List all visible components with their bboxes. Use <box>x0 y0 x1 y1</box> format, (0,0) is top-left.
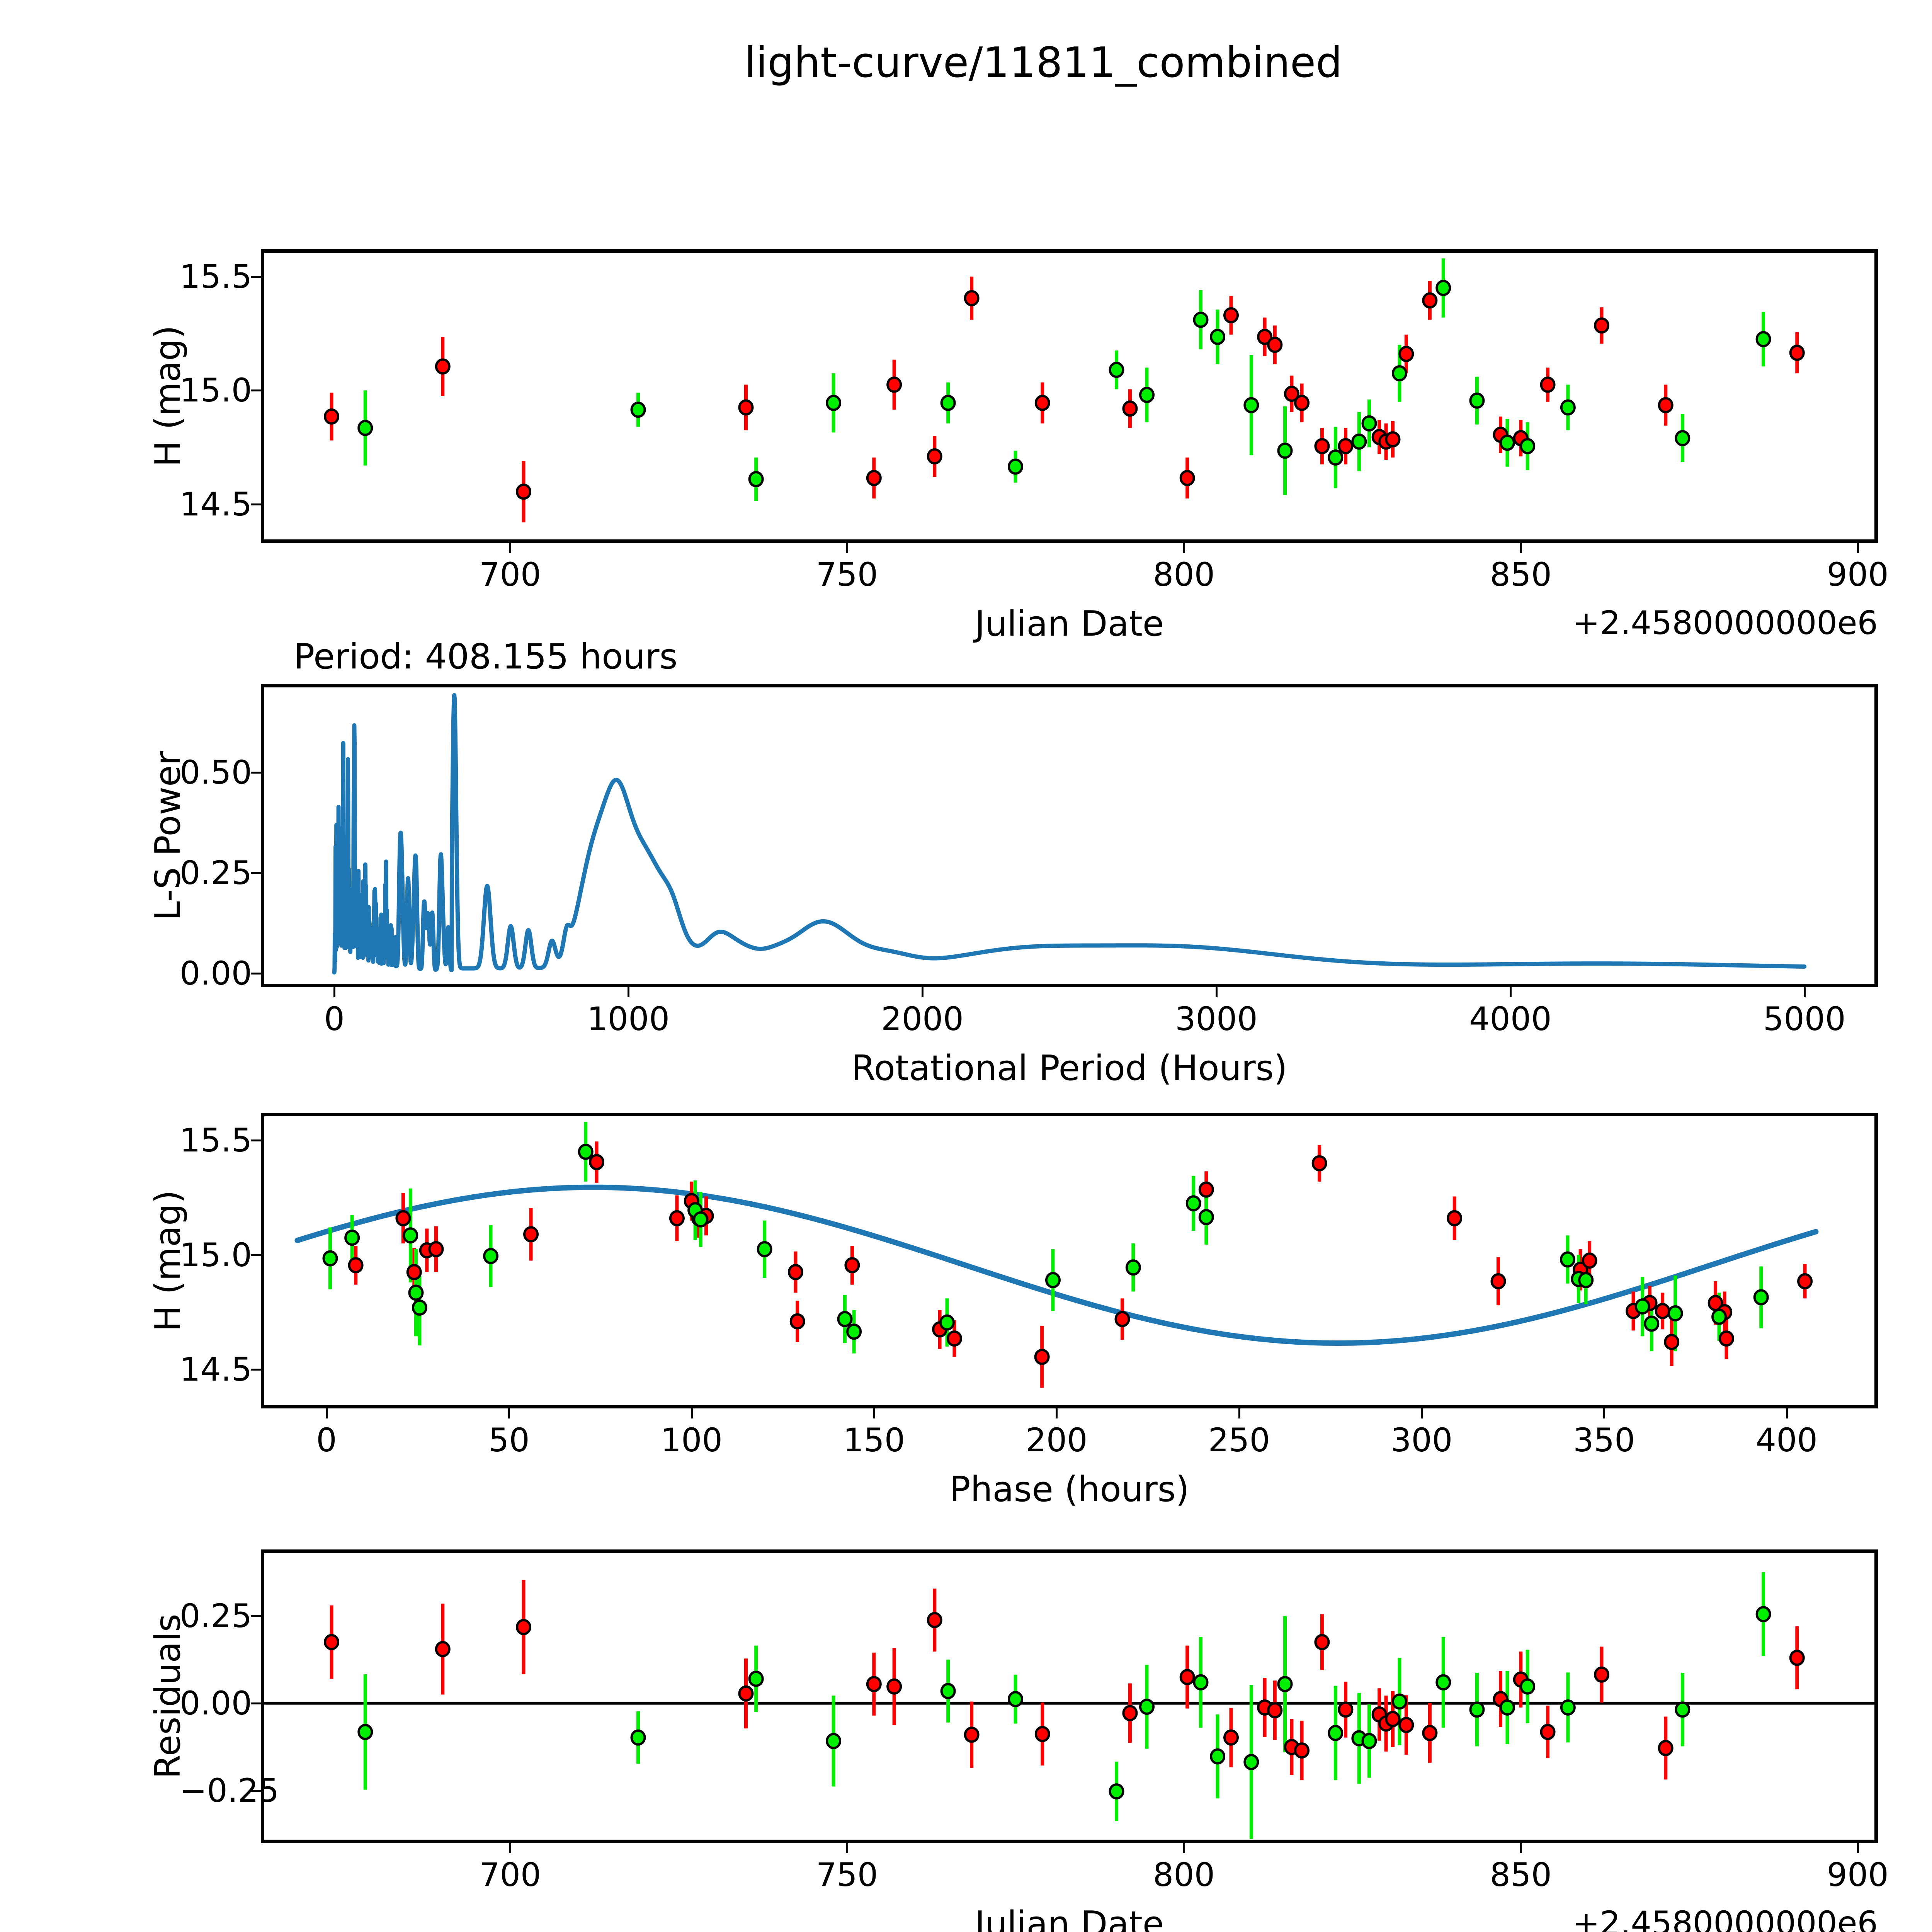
x-tick-label: 2000 <box>881 1000 964 1038</box>
x-tick-label: 800 <box>1153 1856 1215 1894</box>
x-tick-mark <box>509 1843 512 1853</box>
x-axis-offset-text: +2.4580000000e6 <box>1572 604 1878 642</box>
y-tick-mark <box>251 1139 261 1142</box>
x-tick-mark <box>1803 987 1806 997</box>
x-axis-offset-text: +2.4580000000e6 <box>1572 1904 1878 1932</box>
y-tick-label: 0.00 <box>180 954 252 992</box>
x-tick-label: 400 <box>1755 1421 1818 1459</box>
axes-frame-residuals <box>261 1549 1878 1843</box>
x-tick-label: 4000 <box>1469 1000 1552 1038</box>
plot-area-residuals <box>261 1572 1878 1839</box>
figure-title: light-curve/11811_combined <box>744 39 1342 87</box>
x-tick-mark <box>1857 543 1859 553</box>
x-axis-label: Phase (hours) <box>949 1469 1189 1510</box>
x-tick-mark <box>1509 987 1512 997</box>
y-tick-mark <box>251 503 261 505</box>
y-tick-label: 15.5 <box>180 1121 252 1160</box>
x-tick-label: 900 <box>1827 556 1889 594</box>
x-tick-mark <box>508 1408 510 1418</box>
y-axis-label: L-S Power <box>148 751 188 920</box>
y-axis-label: Residuals <box>148 1614 188 1779</box>
x-tick-mark <box>873 1408 876 1418</box>
x-tick-label: 800 <box>1153 556 1215 594</box>
x-tick-label: 350 <box>1573 1421 1635 1459</box>
x-tick-mark <box>1056 1408 1058 1418</box>
y-tick-mark <box>251 1790 261 1792</box>
x-tick-mark <box>628 987 630 997</box>
y-tick-label: 15.5 <box>180 257 252 296</box>
y-tick-label: 0.00 <box>180 1684 252 1723</box>
panel-periodogram <box>261 684 1878 987</box>
x-tick-label: 5000 <box>1763 1000 1846 1038</box>
x-tick-label: 700 <box>479 1856 541 1894</box>
x-tick-label: 750 <box>816 1856 878 1894</box>
x-tick-label: 700 <box>479 556 541 594</box>
y-tick-label: 15.0 <box>180 1236 252 1274</box>
x-tick-mark <box>1520 1843 1522 1853</box>
y-tick-label: 15.0 <box>180 371 252 410</box>
y-tick-label: 0.25 <box>180 1597 252 1635</box>
x-tick-mark <box>1520 543 1522 553</box>
x-tick-mark <box>1603 1408 1605 1418</box>
y-tick-mark <box>251 276 261 278</box>
x-axis-label: Rotational Period (Hours) <box>851 1048 1287 1088</box>
y-tick-label: 0.25 <box>180 854 252 892</box>
x-axis-label: Julian Date <box>975 1904 1164 1932</box>
y-tick-label: −0.25 <box>180 1772 279 1810</box>
y-tick-mark <box>251 389 261 392</box>
x-tick-mark <box>1183 543 1185 553</box>
y-tick-mark <box>251 872 261 874</box>
x-tick-mark <box>1421 1408 1423 1418</box>
x-tick-mark <box>1238 1408 1240 1418</box>
x-tick-label: 850 <box>1490 556 1552 594</box>
x-tick-mark <box>846 543 849 553</box>
plot-area-periodogram <box>332 693 1807 975</box>
x-tick-mark <box>922 987 924 997</box>
y-axis-label: H (mag) <box>148 1190 188 1332</box>
y-tick-label: 0.50 <box>180 753 252 791</box>
x-tick-label: 0 <box>316 1421 337 1459</box>
y-tick-mark <box>251 1254 261 1256</box>
panel-residuals <box>261 1549 1878 1843</box>
y-tick-mark <box>251 1369 261 1371</box>
x-tick-mark <box>690 1408 693 1418</box>
y-tick-mark <box>251 1702 261 1705</box>
panel-phase <box>261 1113 1878 1408</box>
x-tick-label: 50 <box>488 1421 530 1459</box>
y-axis-label: H (mag) <box>148 325 188 467</box>
x-tick-label: 0 <box>324 1000 345 1038</box>
x-tick-label: 1000 <box>587 1000 670 1038</box>
x-tick-mark <box>333 987 336 997</box>
x-tick-label: 100 <box>660 1421 723 1459</box>
x-tick-label: 200 <box>1026 1421 1088 1459</box>
panel-lightcurve <box>261 249 1878 543</box>
y-tick-mark <box>251 771 261 774</box>
x-tick-mark <box>1786 1408 1788 1418</box>
plot-area-phase <box>294 1122 1819 1388</box>
x-tick-label: 900 <box>1827 1856 1889 1894</box>
y-tick-label: 14.5 <box>180 485 252 523</box>
x-tick-mark <box>326 1408 328 1418</box>
x-tick-label: 3000 <box>1175 1000 1258 1038</box>
x-tick-label: 250 <box>1208 1421 1270 1459</box>
x-tick-label: 850 <box>1490 1856 1552 1894</box>
y-tick-mark <box>251 1615 261 1617</box>
x-tick-label: 300 <box>1390 1421 1453 1459</box>
x-tick-mark <box>1183 1843 1185 1853</box>
x-axis-label: Julian Date <box>975 604 1164 644</box>
x-tick-mark <box>1857 1843 1859 1853</box>
x-tick-label: 150 <box>843 1421 905 1459</box>
x-tick-mark <box>509 543 512 553</box>
y-tick-label: 14.5 <box>180 1350 252 1389</box>
x-tick-mark <box>1215 987 1218 997</box>
panel-title: Period: 408.155 hours <box>294 636 678 677</box>
x-tick-mark <box>846 1843 849 1853</box>
plot-area-lightcurve <box>324 258 1805 522</box>
y-tick-mark <box>251 972 261 975</box>
x-tick-label: 750 <box>816 556 878 594</box>
